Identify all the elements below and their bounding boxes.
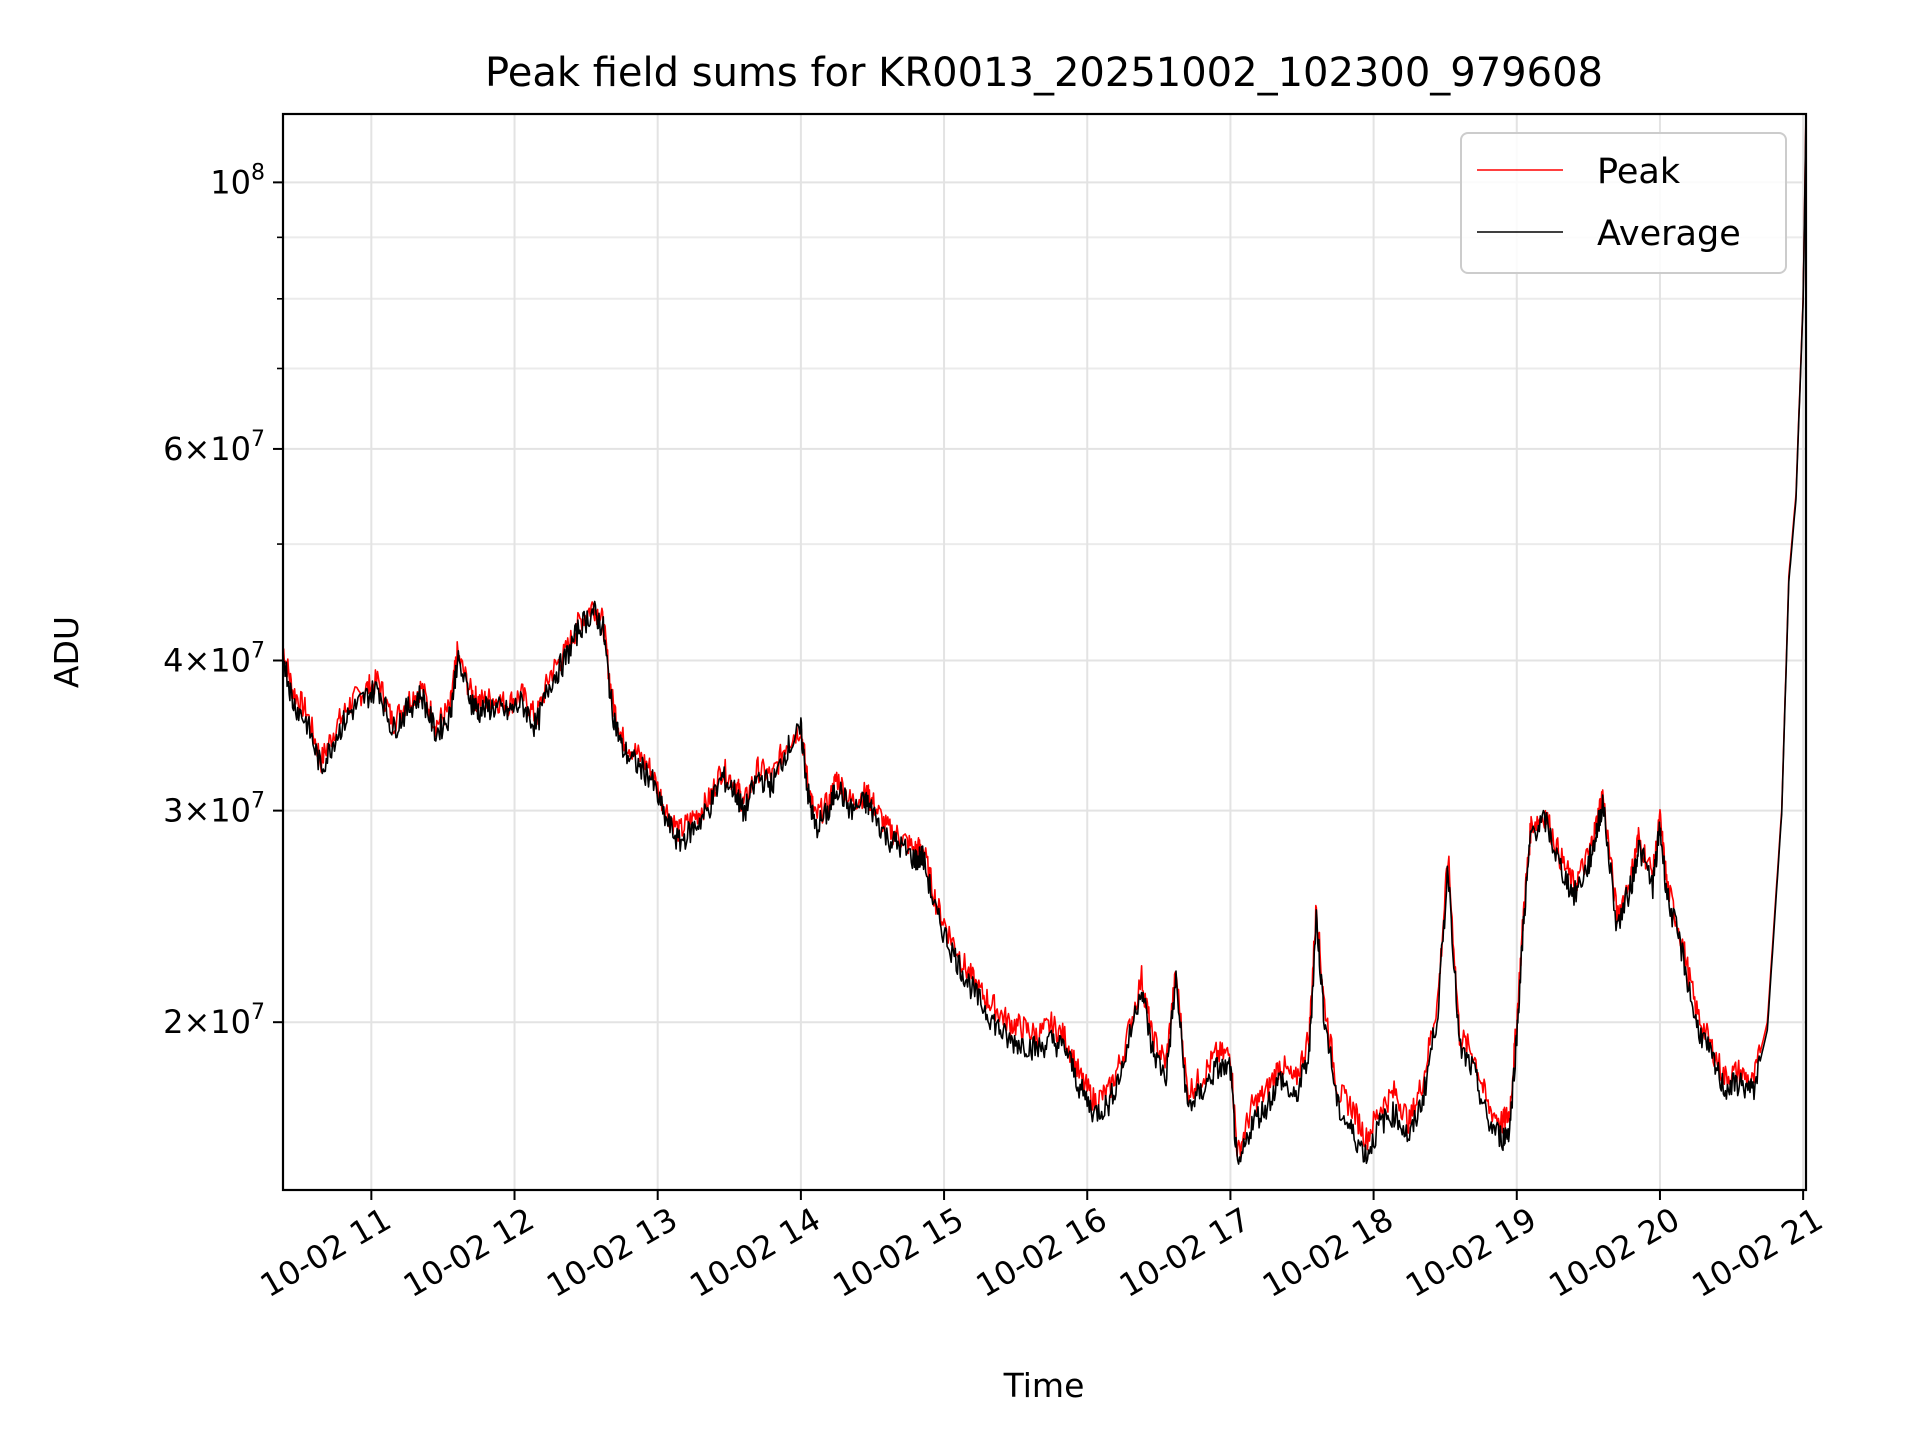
x-axis-label: Time [1003, 1366, 1085, 1405]
y-tick-label: 6×107 [163, 427, 265, 468]
series-line-average [283, 114, 1806, 1165]
y-axis: 2×107 3×107 4×107 6×107 108 [163, 160, 283, 1041]
y-tick-label: 2×107 [163, 1000, 265, 1041]
axes-frame [281, 112, 1808, 1192]
legend-box [1460, 132, 1787, 274]
legend-peak-label: Peak [1597, 152, 1681, 192]
y-axis-label: ADU [47, 616, 86, 688]
plot-area [283, 114, 1806, 1165]
legend-average-label: Average [1597, 214, 1741, 254]
chart-title: Peak field sums for KR0013_20251002_1023… [485, 50, 1603, 96]
y-tick-label: 108 [210, 160, 265, 201]
y-tick-label: 3×107 [163, 789, 265, 830]
y-tick-label: 4×107 [163, 639, 265, 680]
legend: Peak Average [1460, 132, 1787, 274]
